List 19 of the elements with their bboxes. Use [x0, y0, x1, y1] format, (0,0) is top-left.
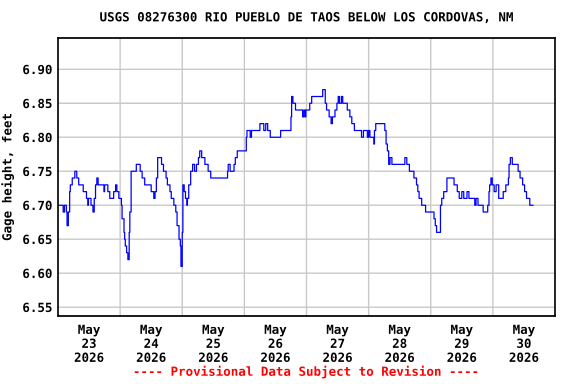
y-axis-title: Gage height, feet: [1, 114, 14, 240]
chart-title: USGS 08276300 RIO PUEBLO DE TAOS BELOW LOS CORDOVAS, NM: [100, 12, 513, 24]
x-tick-label: May 27 2026: [323, 324, 352, 362]
y-tick-label: 6.75: [23, 166, 52, 176]
y-tick-label: 6.65: [23, 234, 52, 244]
y-tick-label: 6.90: [23, 64, 52, 74]
x-tick-label: May 23 2026: [74, 324, 104, 362]
y-tick-label: 6.80: [23, 132, 52, 142]
text: ---- Provisional Data Subject to Revision ----: [134, 366, 478, 378]
x-tick-label: May 26 2026: [261, 324, 290, 362]
x-tick-label: May 30 2026: [510, 324, 538, 362]
x-tick-label: May 24 2026: [136, 324, 166, 362]
y-tick-label: 6.70: [23, 200, 52, 210]
x-tick-label: May 28 2026: [385, 324, 414, 362]
y-tick-label: 6.55: [23, 302, 52, 312]
x-tick-label: May 25 2026: [198, 324, 228, 362]
y-tick-label: 6.85: [23, 98, 52, 108]
y-tick-label: 6.60: [23, 268, 52, 278]
x-tick-label: May 29 2026: [447, 324, 476, 362]
